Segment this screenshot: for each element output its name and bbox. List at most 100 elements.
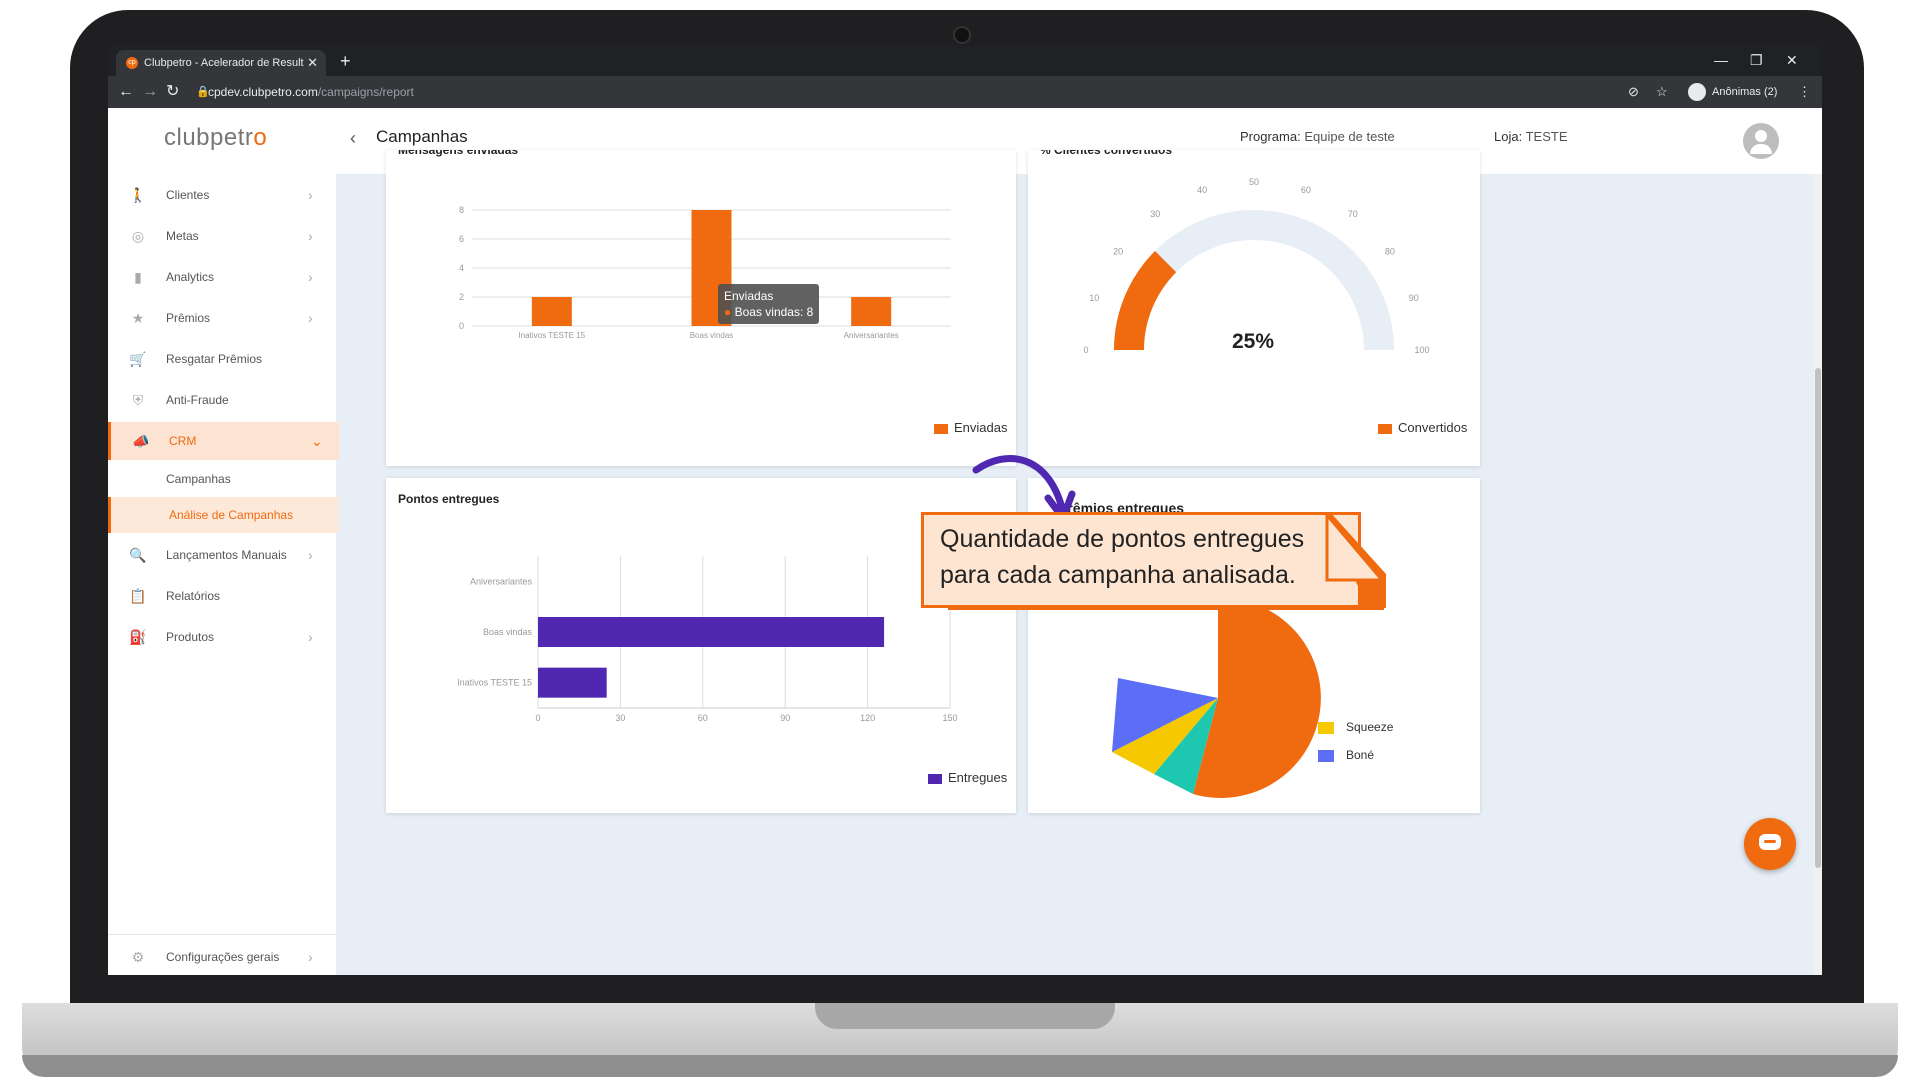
incognito-icon: [1688, 83, 1706, 102]
y-tick-label: Aniversariantes: [470, 576, 533, 586]
sidebar-item-crm[interactable]: 📣 CRM ⌄: [108, 422, 339, 460]
sidebar-item-lancamentos[interactable]: 🔍 Lançamentos Manuais ›: [108, 536, 336, 574]
sidebar-sub-label: Análise de Campanhas: [169, 508, 294, 522]
maximize-icon[interactable]: ❐: [1750, 52, 1763, 68]
sidebar-item-label: Configurações gerais: [166, 950, 280, 964]
new-tab-icon[interactable]: +: [340, 51, 351, 71]
sidebar-item-clientes[interactable]: 🚶 Clientes ›: [108, 176, 336, 214]
tab-title: Clubpetro - Acelerador de Result: [144, 57, 304, 69]
laptop-notch: [815, 1003, 1115, 1029]
scrollbar-thumb[interactable]: [1815, 368, 1821, 868]
gauge-tick-label: 70: [1348, 209, 1358, 219]
clipboard-icon: 📋: [129, 588, 147, 604]
search-doc-icon: 🔍: [129, 547, 147, 563]
close-window-icon[interactable]: ✕: [1786, 52, 1798, 68]
loja-value: TESTE: [1525, 129, 1568, 144]
bar[interactable]: [851, 297, 892, 326]
lock-icon[interactable]: 🔒: [196, 86, 210, 98]
pie-slice-teal[interactable]: [1154, 698, 1218, 794]
chevron-right-icon: ›: [308, 187, 313, 203]
y-tick-label: Boas vindas: [483, 627, 533, 637]
minimize-icon[interactable]: —: [1714, 52, 1728, 68]
gauge-value-arc[interactable]: [1114, 251, 1177, 350]
chevron-right-icon: ›: [308, 949, 313, 965]
annotation-callout: Quantidade de pontos entregues para cada…: [921, 512, 1361, 608]
bookmark-star-icon[interactable]: ☆: [1656, 84, 1668, 99]
gauge-tick-label: 30: [1150, 209, 1160, 219]
legend-bone[interactable]: Boné: [1318, 748, 1374, 762]
tooltip-title: Enviadas: [724, 289, 774, 303]
sidebar-item-analytics[interactable]: ▮ Analytics ›: [108, 258, 336, 296]
sidebar-item-premios[interactable]: ★ Prêmios ›: [108, 299, 336, 337]
x-tick-label: 60: [698, 713, 708, 723]
legend-label: Enviadas: [954, 420, 1008, 435]
gauge-tick-label: 100: [1414, 345, 1429, 355]
sidebar-item-anti-fraude[interactable]: ⛨ Anti-Fraude: [108, 381, 336, 419]
legend-swatch: [934, 423, 948, 434]
gauge-value-label: 25%: [1231, 330, 1275, 353]
sidebar-item-relatorios[interactable]: 📋 Relatórios: [108, 577, 336, 615]
pie-slice-bone[interactable]: [1112, 678, 1218, 752]
gauge-track[interactable]: [1114, 210, 1394, 350]
chevron-right-icon: ›: [308, 547, 313, 563]
clubpetro-logo[interactable]: clubpetro: [164, 124, 267, 152]
x-tick-label: 0: [535, 713, 540, 723]
logo-accent: o: [253, 124, 268, 151]
sidebar-item-metas[interactable]: ◎ Metas ›: [108, 217, 336, 255]
chevron-right-icon: ›: [308, 228, 313, 244]
x-tick-label: Inativos TESTE 15: [519, 331, 586, 340]
legend-squeeze[interactable]: Squeeze: [1318, 720, 1393, 734]
chevron-right-icon: ›: [308, 269, 313, 285]
bar[interactable]: [531, 297, 572, 326]
card-title-convertidos: % Clientes convertidos: [1040, 150, 1173, 157]
url-field[interactable]: cpdev.clubpetro.com/campaigns/report: [208, 82, 414, 102]
bar[interactable]: [538, 667, 607, 698]
sidebar-sub-campanhas[interactable]: Campanhas: [108, 461, 336, 497]
app: clubpetro ‹ Campanhas Programa: Equipe d…: [108, 108, 1822, 975]
chart-gauge: 0 10 20 30 40 50 60 70 80 90 100: [1083, 177, 1429, 355]
chart-mensagens: 0 2 4 6 8 Inativos TESTE 15 Boas vindas Anivers…: [459, 205, 951, 340]
logo-text: clubpetr: [164, 124, 254, 151]
sidebar-item-configuracoes[interactable]: ⚙ Configurações gerais ›: [108, 938, 336, 975]
kebab-menu-icon[interactable]: ⋮: [1798, 84, 1811, 99]
page-title: Campanhas: [376, 127, 468, 146]
pie-slice-squeeze[interactable]: [1112, 698, 1218, 774]
back-icon[interactable]: ←: [118, 83, 134, 100]
legend-entregues[interactable]: Entregues: [928, 770, 1007, 785]
sidebar-sub-analise-campanhas[interactable]: Análise de Campanhas: [108, 497, 339, 533]
sidebar-item-produtos[interactable]: ⛽ Produtos ›: [108, 618, 336, 656]
legend-convertidos[interactable]: Convertidos: [1378, 420, 1467, 435]
bar[interactable]: [538, 617, 885, 647]
sidebar-sub-label: Campanhas: [166, 472, 231, 486]
sidebar: 🚶 Clientes › ◎ Metas › ▮ Analytics › ★ Prêmios ›…: [108, 174, 339, 975]
legend-swatch: [1318, 749, 1334, 762]
forward-icon[interactable]: →: [142, 83, 158, 100]
user-avatar[interactable]: [1743, 123, 1779, 159]
sidebar-item-resgatar-premios[interactable]: 🛒 Resgatar Prêmios: [108, 340, 336, 378]
webcam: [953, 26, 971, 44]
legend-enviadas[interactable]: Enviadas: [934, 420, 1007, 435]
x-tick-label: 90: [780, 713, 790, 723]
tracking-off-icon[interactable]: ⊘: [1628, 84, 1639, 99]
chevron-left-icon[interactable]: ‹: [350, 128, 356, 148]
callout-fold: [1324, 512, 1386, 608]
tooltip-value: Boas vindas: 8: [734, 305, 814, 319]
chat-button[interactable]: [1744, 818, 1796, 870]
chevron-right-icon: ›: [308, 629, 313, 645]
card-title-pontos: Pontos entregues: [398, 492, 500, 506]
incognito-profile[interactable]: Anônimas (2): [1688, 80, 1777, 104]
close-tab-icon[interactable]: ✕: [307, 55, 318, 70]
y-tick-label: 6: [459, 234, 464, 244]
browser-tab[interactable]: cp Clubpetro - Acelerador de Result ✕: [116, 50, 326, 76]
gauge-tick-label: 0: [1083, 345, 1088, 355]
address-bar-row: [108, 76, 1822, 108]
gauge-tick-label: 60: [1301, 185, 1311, 195]
legend-label: Convertidos: [1398, 420, 1468, 435]
chat-icon: [1759, 834, 1781, 850]
reload-icon[interactable]: ↻: [166, 83, 180, 100]
pie-slice-orange[interactable]: [1193, 597, 1321, 798]
gauge-tick-label: 80: [1385, 246, 1395, 256]
walk-icon: 🚶: [129, 187, 147, 203]
legend-swatch: [1318, 721, 1334, 734]
sidebar-item-label: CRM: [169, 434, 197, 448]
